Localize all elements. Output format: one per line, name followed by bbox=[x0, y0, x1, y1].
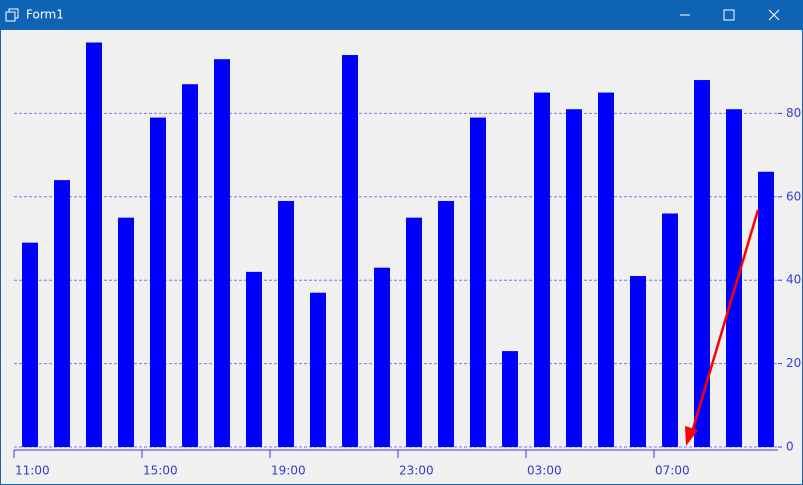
bar bbox=[214, 59, 230, 447]
arrow-head bbox=[685, 426, 698, 446]
arrow bbox=[690, 209, 760, 433]
y-tick-label: 20 bbox=[786, 356, 801, 370]
bar bbox=[534, 92, 550, 448]
bar bbox=[598, 92, 614, 448]
bar bbox=[502, 351, 518, 447]
x-tick-label: 07:00 bbox=[655, 464, 690, 478]
x-tick-label: 23:00 bbox=[399, 464, 434, 478]
bar bbox=[278, 200, 294, 447]
x-tick-label: 03:00 bbox=[527, 464, 562, 478]
x-tick-label: 19:00 bbox=[271, 464, 306, 478]
chart: 0 20 40 60 80 11:00 15:00 19:00 23:00 03:00 07:00 bbox=[13, 42, 801, 478]
bar bbox=[566, 109, 582, 447]
close-button[interactable] bbox=[768, 9, 780, 21]
bar bbox=[662, 213, 678, 447]
bar bbox=[694, 80, 710, 447]
x-tick-label: 11:00 bbox=[15, 464, 50, 478]
title-bar bbox=[0, 0, 803, 30]
bar bbox=[630, 276, 646, 447]
bar bbox=[246, 271, 262, 447]
y-tick-label: 0 bbox=[786, 440, 794, 454]
bar bbox=[470, 117, 486, 447]
bar bbox=[438, 200, 454, 447]
bar bbox=[310, 292, 326, 447]
bar bbox=[726, 109, 742, 447]
bar bbox=[374, 267, 390, 447]
bar bbox=[342, 55, 358, 448]
maximize-button[interactable] bbox=[723, 9, 735, 21]
x-tick-label: 15:00 bbox=[143, 464, 178, 478]
bar bbox=[758, 171, 774, 447]
bar bbox=[118, 217, 134, 447]
bar bbox=[54, 180, 70, 447]
app-icon bbox=[5, 8, 19, 22]
bar bbox=[86, 42, 102, 447]
bar bbox=[150, 117, 166, 447]
window-title: Form1 bbox=[26, 8, 64, 22]
bar bbox=[182, 84, 198, 448]
bar bbox=[22, 242, 38, 447]
bar bbox=[406, 217, 422, 447]
y-tick-label: 60 bbox=[786, 189, 801, 203]
y-tick-label: 80 bbox=[786, 106, 801, 120]
y-tick-label: 40 bbox=[786, 273, 801, 287]
